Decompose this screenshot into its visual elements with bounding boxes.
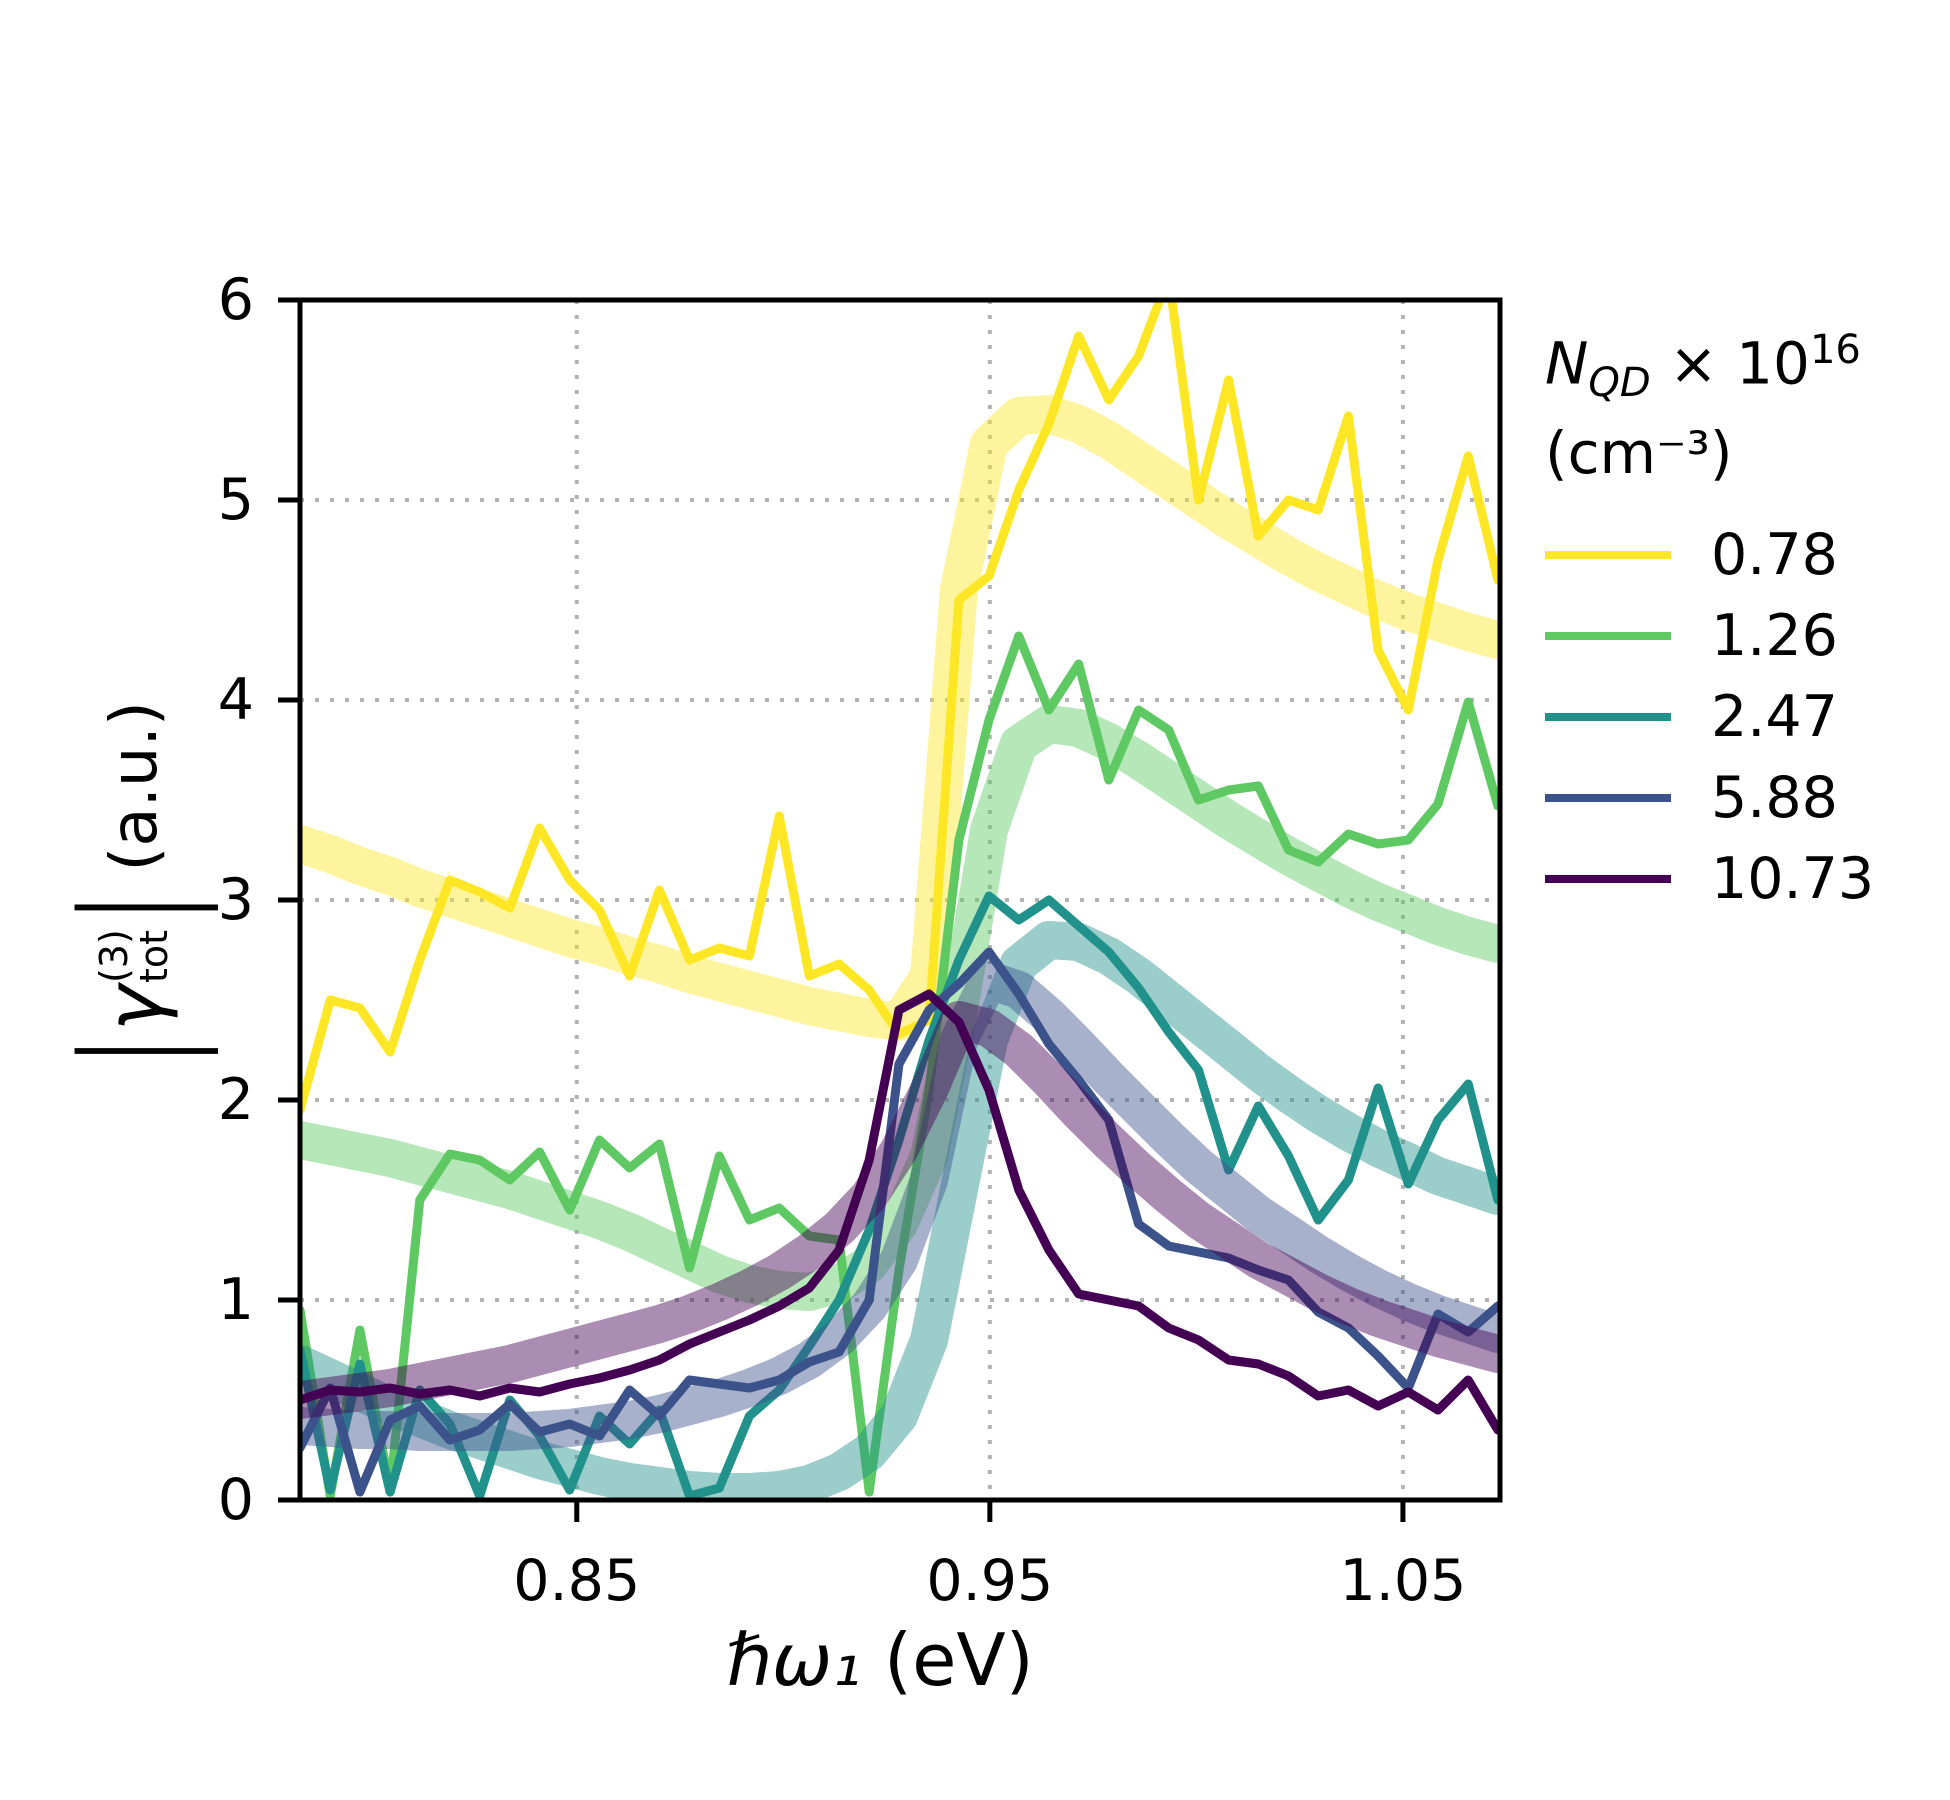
y-tick-label-0: 0 <box>217 1467 254 1533</box>
ylabel-units: (a.u.) <box>98 701 172 872</box>
series-noisy-5.88 <box>300 947 1500 1497</box>
legend-units: (cm⁻³) <box>1545 418 1733 487</box>
legend-entry-0.78: 0.78 <box>1545 515 1945 596</box>
x-tick-label-1.05: 1.05 <box>1339 1548 1467 1614</box>
gamma-symbol: γ <box>90 985 180 1032</box>
legend-entry-label: 5.88 <box>1711 765 1838 832</box>
legend-swatch-2.47 <box>1545 713 1671 722</box>
x-tick-label-0.95: 0.95 <box>926 1548 1054 1614</box>
y-tick-label-4: 4 <box>217 667 254 733</box>
legend-entry-label: 1.26 <box>1711 603 1838 670</box>
legend-swatch-10.73 <box>1545 875 1671 884</box>
y-tick-label-2: 2 <box>217 1067 254 1133</box>
ylabel-subscript: tot <box>132 929 176 984</box>
ylabel-right-bar: | <box>50 895 220 920</box>
xlabel-math: ℏω₁ <box>726 1618 862 1702</box>
legend-entry-5.88: 5.88 <box>1545 758 1945 839</box>
legend-entry-2.47: 2.47 <box>1545 677 1945 758</box>
legend-title-times: × 10 <box>1650 329 1810 398</box>
y-tick-label-3: 3 <box>217 867 254 933</box>
series-noisy-10.73 <box>300 989 1500 1435</box>
legend-swatch-5.88 <box>1545 794 1671 803</box>
legend-title-exponent: 16 <box>1809 327 1861 373</box>
series-smooth-10.73 <box>300 1001 1500 1419</box>
ylabel-sup-sub-stack: (3) tot <box>92 929 176 984</box>
series-noisy-0.78 <box>300 300 1500 1115</box>
legend-swatch-0.78 <box>1545 551 1671 560</box>
y-tick-label-1: 1 <box>217 1267 254 1333</box>
legend-title: NQD × 1016 <box>1545 330 1945 403</box>
series-smooth-1.26 <box>300 705 1500 1311</box>
legend-entry-label: 10.73 <box>1711 846 1875 913</box>
legend-entry-label: 0.78 <box>1711 522 1838 589</box>
series-noisy-1.26 <box>300 631 1500 1500</box>
series-smooth-5.88 <box>300 961 1500 1451</box>
series-noisy-2.47 <box>300 891 1500 1500</box>
legend-title-subscript: QD <box>1588 359 1651 406</box>
legend-items: 0.78 1.26 2.47 5.88 10.73 <box>1545 515 1945 920</box>
y-axis-label: | γ (3) tot | (a.u.) <box>51 701 219 1069</box>
ylabel-left-bar: | <box>50 1039 220 1063</box>
y-tick-label-5: 5 <box>217 467 254 533</box>
legend-entry-1.26: 1.26 <box>1545 596 1945 677</box>
legend: NQD × 1016 (cm⁻³) 0.78 1.26 2.47 5.88 10.73 <box>1545 330 1945 920</box>
x-axis-label: ℏω₁ (eV) <box>726 1618 1033 1702</box>
ylabel-superscript: (3) <box>92 929 137 984</box>
legend-entry-label: 2.47 <box>1711 684 1838 751</box>
xlabel-units: (eV) <box>861 1618 1034 1702</box>
y-tick-label-6: 6 <box>217 267 254 333</box>
x-tick-label-0.85: 0.85 <box>513 1548 641 1614</box>
legend-swatch-1.26 <box>1545 632 1671 641</box>
legend-title-symbol: N <box>1545 329 1589 398</box>
legend-entry-10.73: 10.73 <box>1545 839 1945 920</box>
